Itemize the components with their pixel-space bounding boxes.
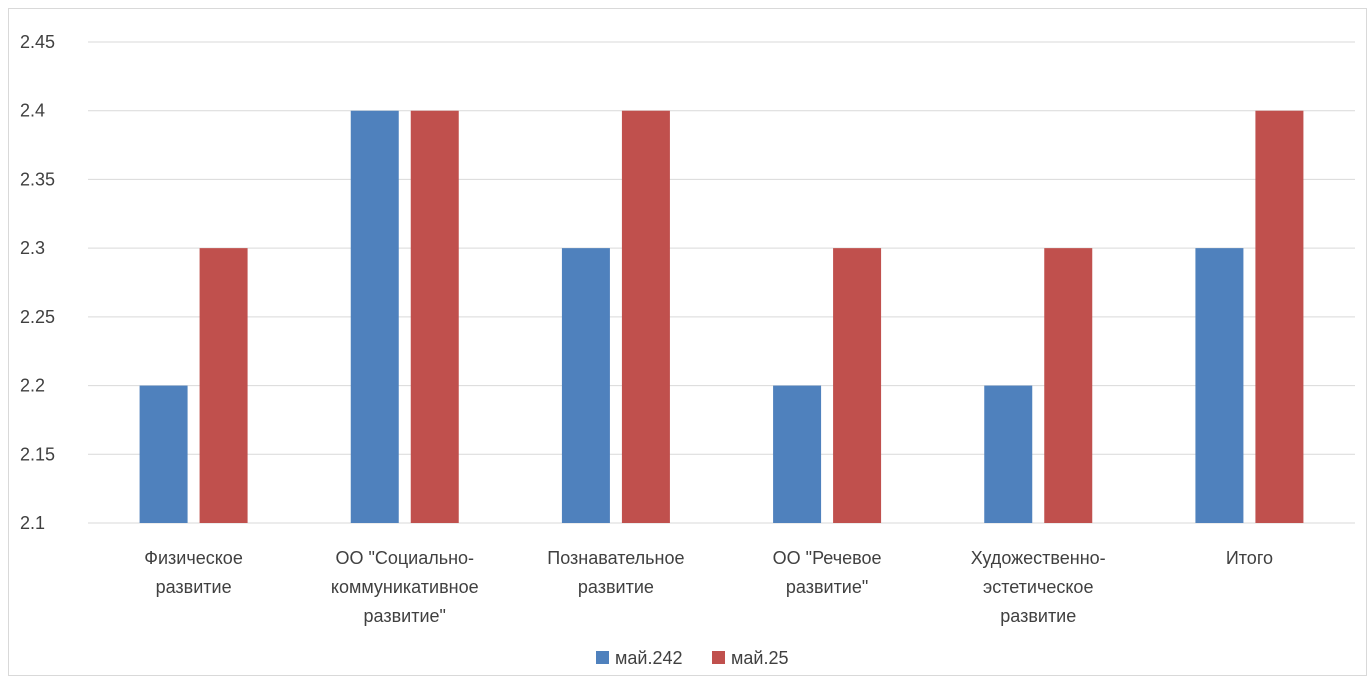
x-tick-label: Физическое	[144, 548, 243, 568]
x-tick-label: развитие"	[364, 606, 446, 626]
x-tick-label: Познавательное	[547, 548, 684, 568]
bar	[199, 248, 248, 523]
bar	[773, 385, 822, 523]
y-tick-label: 2.15	[20, 444, 55, 464]
x-tick-label: эстетическое	[983, 577, 1093, 597]
bars	[139, 110, 1304, 523]
x-tick-label: развитие"	[786, 577, 868, 597]
x-tick-label: развитие	[1000, 606, 1076, 626]
gridlines	[88, 41, 1355, 524]
bar	[621, 110, 670, 523]
bar	[1044, 248, 1093, 523]
y-axis-ticks: 2.1 2.15 2.2 2.25 2.3 2.35 2.4 2.45	[20, 32, 55, 533]
y-tick-label: 2.45	[20, 32, 55, 52]
x-tick-label: ОО "Речевое	[773, 548, 882, 568]
x-tick-label: ОО "Социально-	[335, 548, 474, 568]
y-tick-label: 2.2	[20, 376, 45, 396]
legend-label: май.242	[615, 648, 682, 668]
x-tick-label: развитие	[156, 577, 232, 597]
legend-swatch	[596, 651, 609, 664]
bar	[410, 110, 459, 523]
y-tick-label: 2.4	[20, 101, 45, 121]
y-tick-label: 2.35	[20, 169, 55, 189]
bar	[1255, 110, 1304, 523]
bar	[1195, 248, 1244, 523]
y-tick-label: 2.25	[20, 307, 55, 327]
bar	[561, 248, 610, 523]
x-tick-label: коммуникативное	[331, 577, 479, 597]
legend-swatch	[712, 651, 725, 664]
x-tick-label: развитие	[578, 577, 654, 597]
legend: май.242 май.25	[596, 648, 788, 668]
x-tick-label: Художественно-	[971, 548, 1106, 568]
x-tick-label: Итого	[1226, 548, 1273, 568]
bar	[350, 110, 399, 523]
bar	[984, 385, 1033, 523]
bar	[139, 385, 188, 523]
bar	[833, 248, 882, 523]
y-tick-label: 2.1	[20, 513, 45, 533]
y-tick-label: 2.3	[20, 238, 45, 258]
legend-label: май.25	[731, 648, 788, 668]
x-axis-labels: Физическое развитие ОО "Социально-коммуник…	[144, 548, 1273, 626]
